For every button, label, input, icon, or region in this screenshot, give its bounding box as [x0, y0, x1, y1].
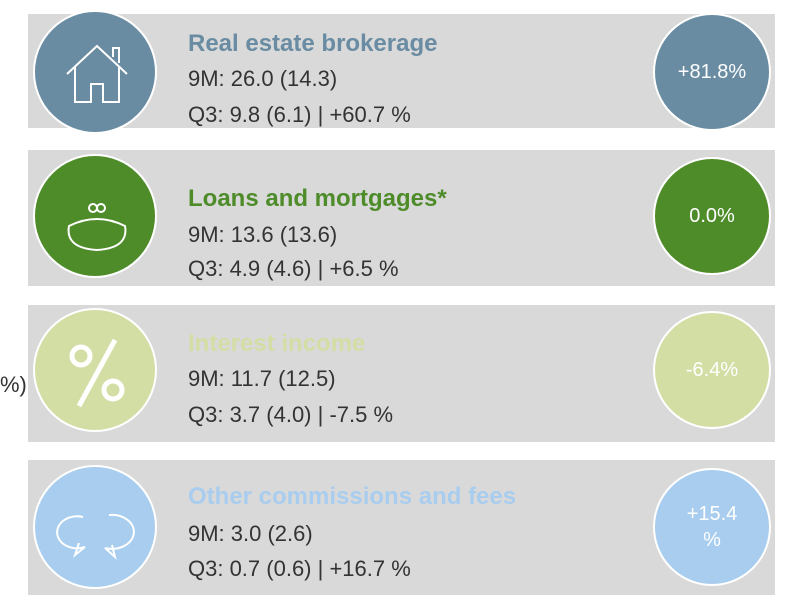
segment-icon — [33, 308, 157, 432]
segment-q3: Q3: 3.7 (4.0) | -7.5 % — [188, 402, 394, 427]
cut-off-text: %) — [0, 372, 27, 397]
segment-q3: Q3: 9.8 (6.1) | +60.7 % — [188, 102, 411, 127]
segment-badge: 0.0% — [653, 157, 771, 275]
icon-graphic — [56, 513, 135, 560]
segment-icon — [33, 465, 157, 589]
segment-9m: 9M: 26.0 (14.3) — [188, 66, 338, 91]
segment-9m: 9M: 11.7 (12.5) — [188, 366, 336, 391]
segment-title: Other commissions and fees — [188, 483, 517, 510]
icon-graphic — [66, 44, 128, 103]
badge-text: % — [703, 529, 721, 551]
badge-text: -6.4% — [685, 359, 739, 381]
badge-text: +81.8% — [677, 61, 747, 83]
segment-9m: 9M: 3.0 (2.6) — [188, 521, 313, 546]
segment-badge: +15.4% — [653, 468, 771, 586]
segment-q3: Q3: 4.9 (4.6) | +6.5 % — [188, 256, 399, 281]
segment-title: Real estate brokerage — [188, 30, 438, 57]
badge-text: 0.0% — [689, 205, 735, 227]
badge-text: +15.4 — [686, 503, 738, 525]
segment-title: Interest income — [188, 330, 366, 357]
icon-graphic — [69, 338, 125, 408]
segment-q3: Q3: 0.7 (0.6) | +16.7 % — [188, 556, 411, 581]
segment-icon — [33, 10, 157, 134]
segment-title: Loans and mortgages* — [188, 185, 447, 212]
segment-badge: +81.8% — [653, 13, 771, 131]
segment-badge: -6.4% — [653, 311, 771, 429]
segment-9m: 9M: 13.6 (13.6) — [188, 222, 338, 247]
icon-graphic — [67, 203, 127, 252]
segment-icon — [33, 154, 157, 278]
